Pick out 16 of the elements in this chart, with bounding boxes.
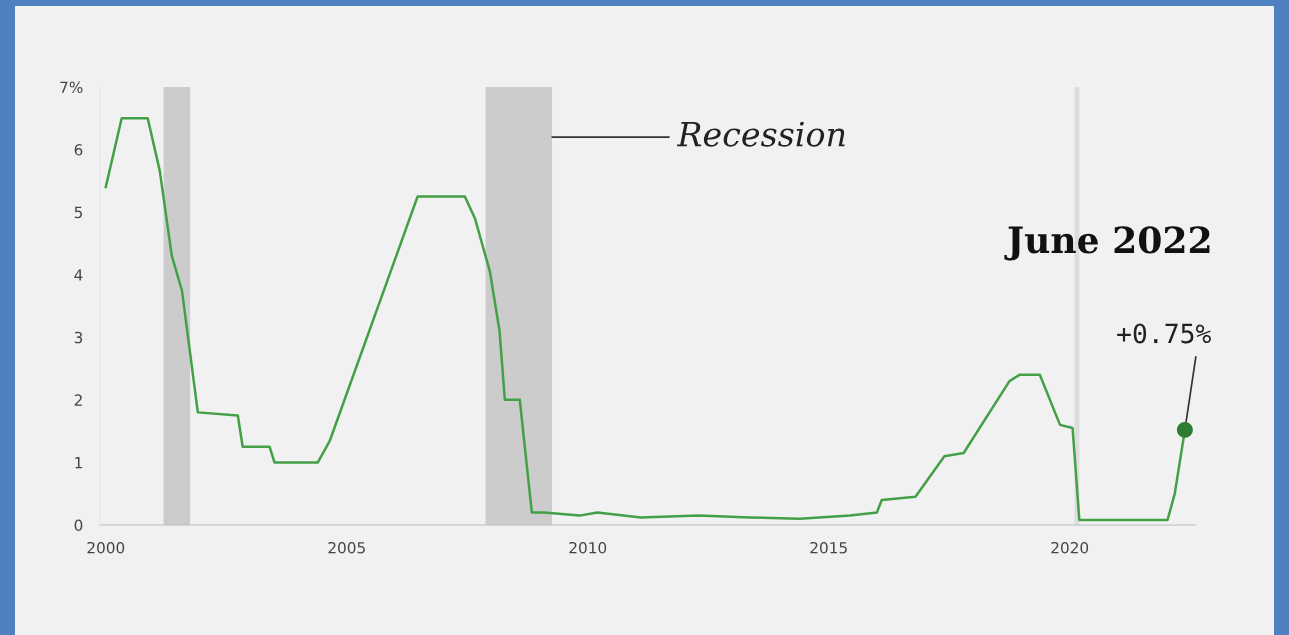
y-tick-label: 5 [74, 206, 82, 219]
y-tick-label: 3 [74, 331, 83, 344]
y-tick-label: 6 [74, 144, 83, 156]
y-tick-label: 7% [60, 81, 83, 94]
annotation: +0.75% [1117, 323, 1211, 344]
annotation: Recession [676, 121, 845, 147]
y-tick-label: 0 [74, 519, 83, 532]
x-tick-label: 2015 [810, 541, 847, 554]
x-tick-label: 2005 [328, 541, 365, 554]
x-tick-label: 2010 [569, 541, 607, 554]
annotation: June 2022 [1004, 226, 1210, 261]
y-tick-label: 4 [74, 269, 83, 281]
x-tick-label: 2000 [87, 541, 125, 554]
y-tick-label: 2 [74, 394, 82, 406]
x-tick-label: 2020 [1051, 541, 1089, 554]
y-tick-label: 1 [75, 457, 82, 469]
